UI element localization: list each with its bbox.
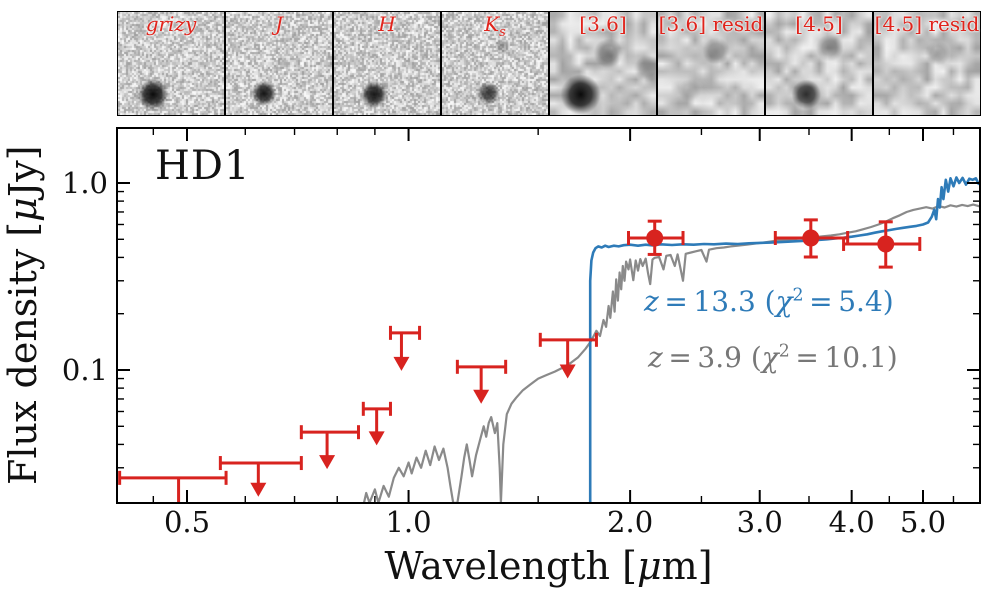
down-arrow-icon bbox=[393, 356, 410, 371]
upper-limit-r bbox=[218, 456, 303, 497]
stamp-image bbox=[334, 12, 440, 115]
detection-3.6 bbox=[773, 218, 850, 259]
x-tick-label: 0.5 bbox=[164, 505, 210, 539]
data-point bbox=[646, 229, 664, 247]
x-tick-label: 3.0 bbox=[737, 505, 783, 539]
upper-limit-g bbox=[118, 470, 228, 503]
stamp-image bbox=[658, 12, 764, 115]
stamp-label: grizy bbox=[145, 12, 197, 36]
data-point bbox=[877, 235, 895, 253]
x-tick-label: 4.0 bbox=[829, 505, 875, 539]
stamp-image bbox=[550, 12, 656, 115]
stamp-image bbox=[118, 12, 224, 115]
upper-limit-H bbox=[538, 332, 598, 379]
down-arrow-icon bbox=[559, 364, 576, 379]
stamp-cell-4.5resid: [4.5] resid bbox=[872, 11, 981, 116]
data-point bbox=[802, 229, 820, 247]
stamp-label: Ks bbox=[484, 12, 506, 40]
stamp-label: H bbox=[378, 12, 396, 36]
x-axis-title: Wavelength [μm] bbox=[384, 544, 713, 588]
stamp-image bbox=[442, 12, 548, 115]
upper-limit-y bbox=[388, 325, 422, 371]
detection-Ks bbox=[627, 219, 685, 256]
stamp-cell-3.6resid: [3.6] resid bbox=[656, 11, 765, 116]
upper-limit-J bbox=[455, 359, 508, 404]
stamp-label: [4.5] resid bbox=[874, 12, 980, 36]
legend-entry-z39: z = 3.9 (χ2 = 10.1) bbox=[648, 341, 898, 374]
down-arrow-icon bbox=[368, 431, 385, 446]
stamp-label: [3.6] resid bbox=[658, 12, 764, 36]
x-tick-label: 5.0 bbox=[900, 505, 946, 539]
down-arrow-icon bbox=[473, 389, 490, 404]
y-tick-label: 0.1 bbox=[62, 353, 108, 387]
legend-entry-z13: z = 13.3 (χ2 = 5.4) bbox=[644, 285, 894, 318]
x-tick-label: 1.0 bbox=[385, 505, 431, 539]
stamp-cell-grizy: grizy bbox=[117, 11, 225, 116]
stamp-cell-3.6: [3.6] bbox=[548, 11, 657, 116]
upper-limit-z bbox=[361, 401, 392, 446]
stamp-label: J bbox=[274, 12, 284, 36]
object-title: HD1 bbox=[155, 143, 251, 189]
stamp-image bbox=[766, 12, 872, 115]
x-tick-label: 2.0 bbox=[607, 505, 653, 539]
stamp-cell-4.5: [4.5] bbox=[764, 11, 873, 116]
stamp-cell-K: Ks bbox=[440, 11, 549, 116]
upper-limit-i bbox=[299, 425, 360, 470]
down-arrow-icon bbox=[319, 455, 336, 470]
detection-4.5 bbox=[842, 220, 922, 269]
y-tick-label: 1.0 bbox=[62, 166, 108, 200]
axis-frame bbox=[116, 127, 981, 504]
stamp-cell-H: H bbox=[332, 11, 441, 116]
y-axis-title: Flux density [μ Jy] bbox=[1, 145, 45, 485]
down-arrow-icon bbox=[250, 482, 267, 497]
stamp-label: [4.5] bbox=[795, 12, 843, 36]
axis-ticks bbox=[117, 128, 980, 503]
stamp-label: [3.6] bbox=[579, 12, 627, 36]
cutout-strip: grizy J H Ks [3.6] [3.6] resid [4.5] [4.5] resi… bbox=[117, 11, 981, 118]
stamp-image bbox=[874, 12, 980, 115]
stamp-image bbox=[226, 12, 332, 115]
